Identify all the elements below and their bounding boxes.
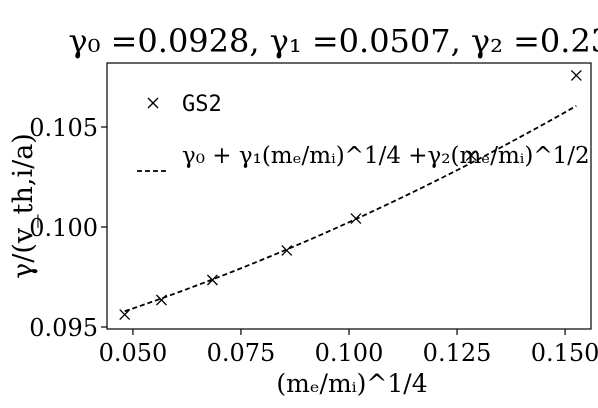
axis-ticks: 0.050 0.075 0.100 0.125 0.150 0.095 0.100 0.105: [29, 114, 598, 367]
x-tick-label: 0.075: [207, 339, 276, 367]
gs2-marker: [350, 213, 362, 225]
fit-line-series: [124, 105, 577, 313]
gs2-marker: [281, 244, 293, 256]
gs2-marker: [119, 309, 131, 321]
legend-label-gs2: GS2: [182, 92, 222, 117]
gs2-marker: [465, 150, 477, 162]
y-axis-label: γ/(v_th,i/a): [8, 133, 39, 279]
fit-line: [124, 105, 577, 313]
gs2-marker: [206, 274, 218, 286]
chart-title: γ₀ =0.0928, γ₁ =0.0507, γ₂ =0.237: [68, 22, 598, 60]
x-axis-label: (mₑ/mᵢ)^1/4: [276, 369, 427, 398]
plot-frame: [106, 62, 592, 330]
legend-marker-gs2: [147, 97, 159, 109]
x-tick-label: 0.100: [315, 339, 384, 367]
gs2-marker: [570, 69, 582, 81]
legend: GS2 γ₀ + γ₁(mₑ/mᵢ)^1/4 +γ₂(mₑ/mᵢ)^1/2: [137, 92, 590, 172]
y-tick-label: 0.100: [29, 214, 98, 242]
y-tick-label: 0.095: [29, 314, 98, 342]
gs2-marker: [155, 294, 167, 306]
x-tick-label: 0.150: [531, 339, 598, 367]
x-tick-label: 0.125: [423, 339, 492, 367]
y-tick-label: 0.105: [29, 114, 98, 142]
legend-label-fit-text: γ₀ + γ₁(mₑ/mᵢ)^1/4 +γ₂(mₑ/mᵢ)^1/2: [182, 143, 590, 169]
legend-label-fit: γ₀ + γ₁(mₑ/mᵢ)^1/4 +γ₂(mₑ/mᵢ)^1/2: [182, 143, 590, 169]
x-tick-label: 0.050: [99, 339, 168, 367]
gs2-marker-series: [119, 69, 582, 321]
